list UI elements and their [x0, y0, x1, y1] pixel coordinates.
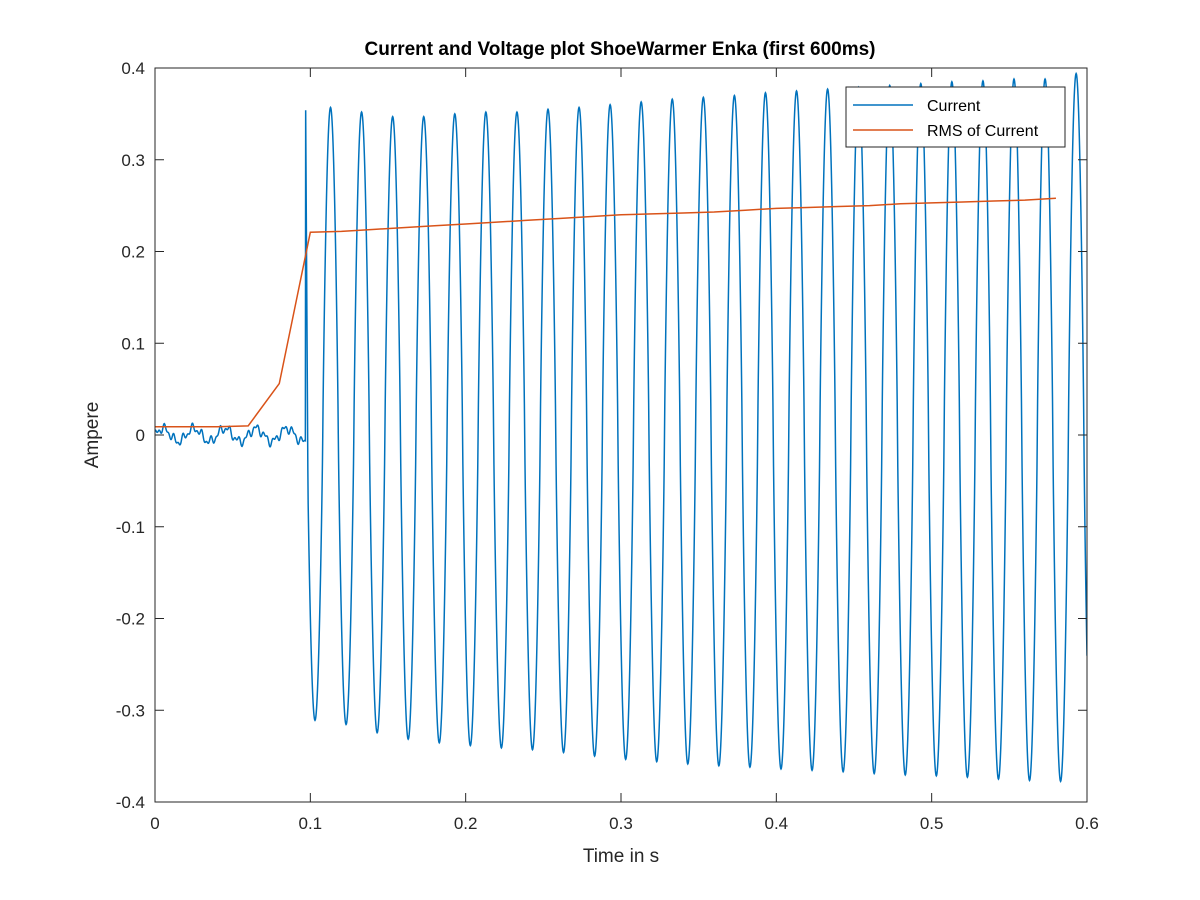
legend-label-rms: RMS of Current — [927, 123, 1039, 140]
series-line-current — [155, 71, 1087, 783]
y-tick-label: 0.1 — [121, 334, 145, 353]
x-tick-label: 0.1 — [299, 814, 323, 833]
x-tick-label: 0.6 — [1075, 814, 1099, 833]
x-tick-label: 0.3 — [609, 814, 633, 833]
legend: Current RMS of Current — [845, 86, 1066, 148]
x-tick-label: 0.5 — [920, 814, 944, 833]
x-axis-label: Time in s — [583, 846, 659, 867]
plot-area: 0 0.1 0.2 0.3 0.4 0.5 0.6 -0.4 -0.3 -0.2 -0.1 0 0.1 0… — [116, 59, 1099, 833]
legend-label-current: Current — [927, 98, 981, 115]
ticks-layer: 0 0.1 0.2 0.3 0.4 0.5 0.6 -0.4 -0.3 -0.2 -0.1 0 0.1 0… — [116, 59, 1099, 833]
y-tick-label: -0.3 — [116, 701, 145, 720]
y-tick-label: -0.2 — [116, 610, 145, 629]
y-axis-label: Ampere — [82, 402, 103, 469]
y-tick-label: 0.3 — [121, 151, 145, 170]
legend-box — [845, 86, 1066, 148]
x-tick-label: 0.2 — [454, 814, 478, 833]
y-tick-label: 0.4 — [121, 59, 145, 78]
y-tick-label: 0.2 — [121, 243, 145, 262]
series-line-rms — [155, 197, 1056, 428]
y-tick-label: 0 — [136, 426, 145, 445]
chart-title: Current and Voltage plot ShoeWarmer Enka… — [365, 39, 876, 60]
y-tick-label: -0.1 — [116, 518, 145, 537]
series-layer — [155, 71, 1087, 783]
y-tick-label: -0.4 — [116, 793, 145, 812]
x-tick-label: 0.4 — [765, 814, 789, 833]
x-tick-label: 0 — [150, 814, 159, 833]
